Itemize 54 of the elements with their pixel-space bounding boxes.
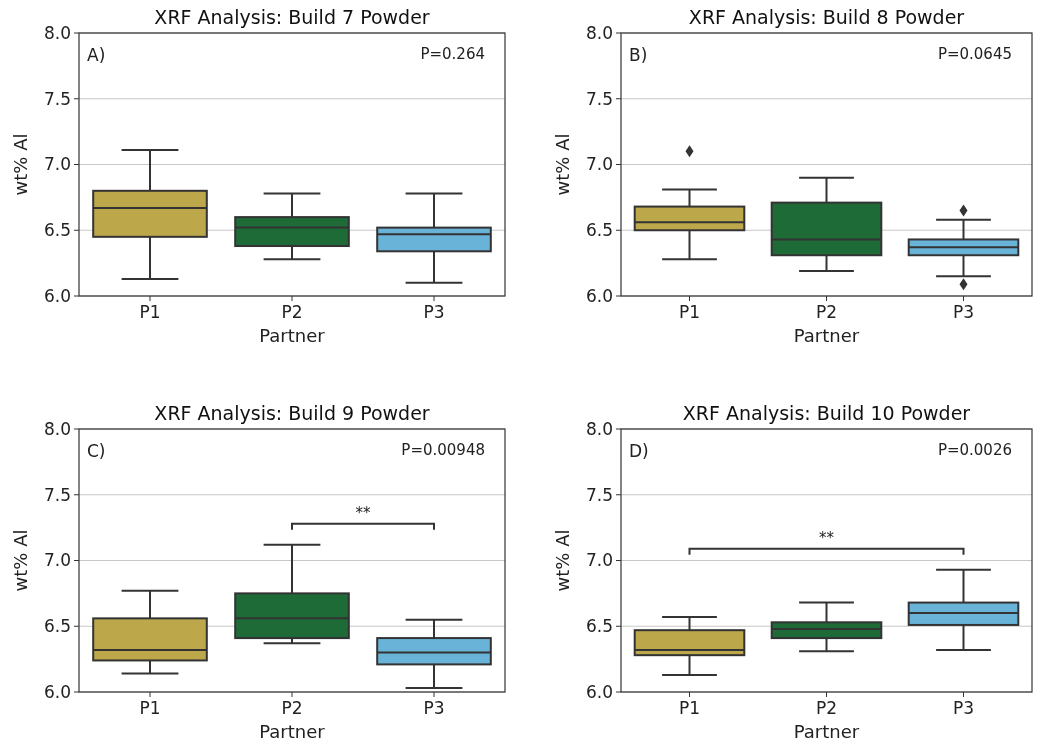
- x-tick-label: P2: [815, 302, 838, 322]
- y-tick-label: 8.0: [43, 22, 71, 43]
- x-axis-title: Partner: [793, 325, 860, 346]
- x-tick-label: P2: [815, 698, 838, 718]
- x-tick-label: P1: [139, 302, 161, 322]
- annotation: **: [819, 528, 835, 547]
- annotation: B): [629, 45, 648, 65]
- y-tick-label: 6.5: [43, 616, 71, 637]
- x-tick-label: P1: [678, 698, 701, 718]
- y-tick-label: 7.0: [43, 154, 71, 175]
- annotation: P=0.0645: [937, 45, 1012, 63]
- x-tick-label: P1: [678, 302, 701, 322]
- x-tick-label: P2: [281, 698, 303, 718]
- x-tick-label: P3: [952, 698, 975, 718]
- x-tick-label: P3: [952, 302, 975, 322]
- y-tick-label: 6.5: [585, 616, 613, 637]
- y-tick-label: 6.0: [585, 681, 613, 702]
- annotation: D): [629, 441, 649, 461]
- x-tick-label: P1: [139, 698, 161, 718]
- x-tick-label: P3: [423, 698, 445, 718]
- x-axis-title: Partner: [259, 721, 326, 742]
- annotation: P=0.00948: [401, 441, 485, 459]
- y-tick-label: 7.0: [585, 154, 613, 175]
- y-tick-label: 7.5: [585, 88, 613, 109]
- annotation: **: [355, 503, 371, 522]
- chart-title: XRF Analysis: Build 10 Powder: [682, 402, 971, 424]
- chart-title: XRF Analysis: Build 9 Powder: [154, 402, 430, 424]
- y-tick-label: 8.0: [585, 418, 613, 439]
- y-tick-label: 7.5: [43, 88, 71, 109]
- y-tick-label: 7.0: [43, 550, 71, 571]
- annotation: P=0.264: [420, 45, 485, 63]
- y-axis-title: wt% Al: [552, 529, 573, 592]
- chart-title: XRF Analysis: Build 7 Powder: [154, 6, 430, 28]
- y-axis-title: wt% Al: [552, 133, 573, 196]
- y-tick-label: 7.5: [43, 484, 71, 505]
- chart-title: XRF Analysis: Build 8 Powder: [688, 6, 965, 28]
- y-tick-label: 7.5: [585, 484, 613, 505]
- y-tick-label: 6.0: [43, 285, 71, 306]
- x-tick-label: P2: [281, 302, 303, 322]
- y-tick-label: 6.5: [43, 220, 71, 241]
- y-tick-label: 7.0: [585, 550, 613, 571]
- y-axis-title: wt% Al: [10, 529, 31, 592]
- x-axis-title: Partner: [793, 721, 860, 742]
- y-tick-label: 8.0: [43, 418, 71, 439]
- annotation: P=0.0026: [937, 441, 1012, 459]
- annotation: A): [87, 45, 106, 65]
- x-tick-label: P3: [423, 302, 445, 322]
- y-tick-label: 6.0: [585, 285, 613, 306]
- annotation: C): [87, 441, 106, 461]
- x-axis-title: Partner: [259, 325, 326, 346]
- y-axis-title: wt% Al: [10, 133, 31, 196]
- y-tick-label: 8.0: [585, 22, 613, 43]
- y-tick-label: 6.0: [43, 681, 71, 702]
- y-tick-label: 6.5: [585, 220, 613, 241]
